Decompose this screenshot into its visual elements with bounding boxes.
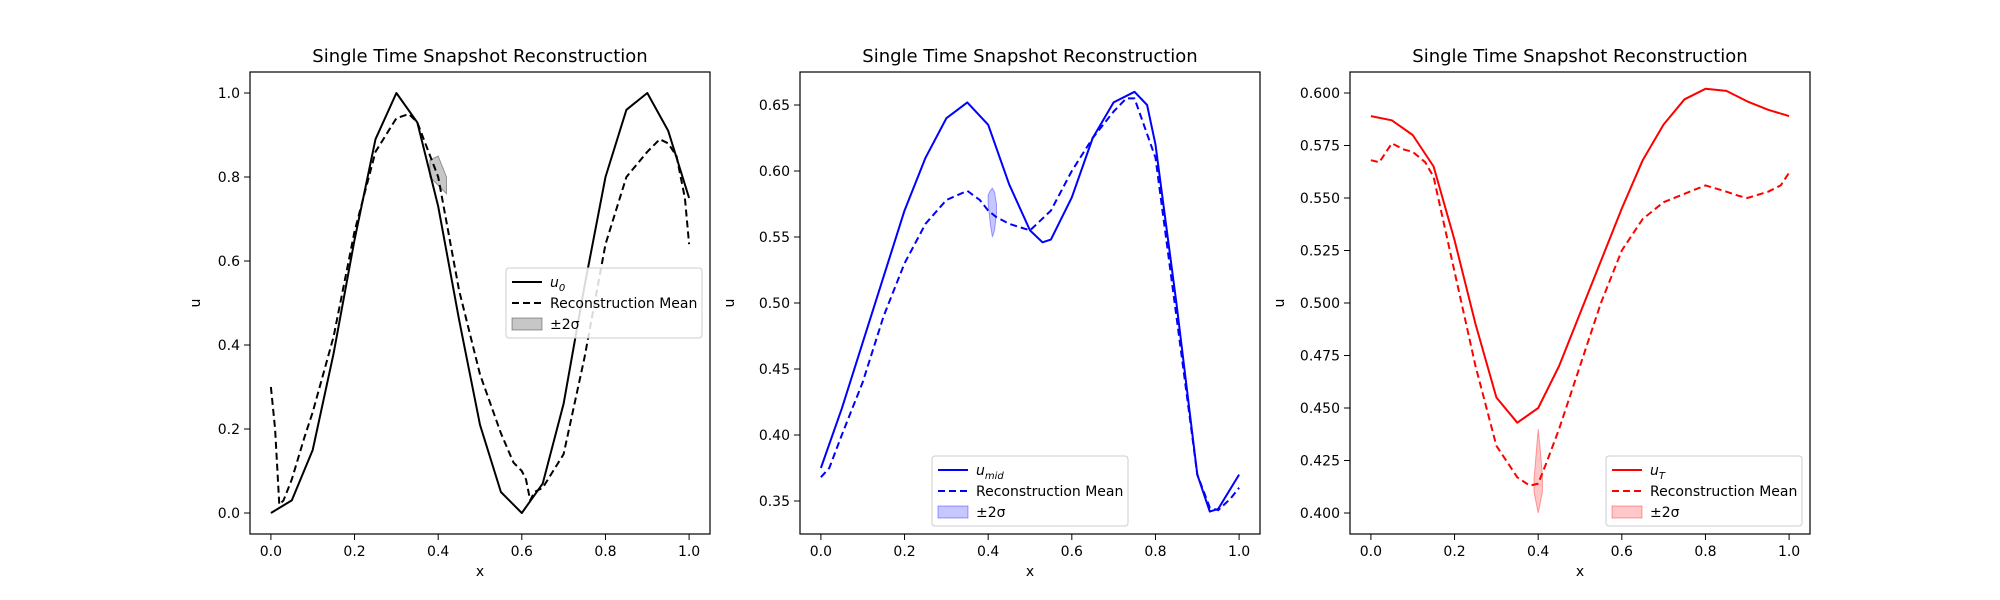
axes-frame [249,71,711,535]
true-series-line [1370,87,1790,424]
chart-title: Single Time Snapshot Reconstruction [312,46,647,67]
x-axis-label: x [476,564,484,580]
legend-box [505,267,703,339]
subplot-2: Single Time Snapshot Reconstruction 0.0 0.… [722,46,1261,580]
uncertainty-band [987,187,997,238]
legend-true-subscript: 0 [559,283,565,294]
chart-title: Single Time Snapshot Reconstruction [862,46,1197,67]
x-tick-label: 0.8 [594,544,616,560]
y-tick-label: 0.45 [759,362,790,378]
x-tick-label: 0.0 [1360,544,1382,560]
reconstruction-mean-line [820,97,1240,512]
y-tick-label: 0.500 [1300,296,1340,312]
y-tick-label: 0.475 [1300,349,1340,365]
y-tick-label: 0.600 [1300,86,1340,102]
x-tick-label: 0.4 [977,544,999,560]
x-tick-label: 0.6 [511,544,533,560]
legend-box [1605,455,1803,527]
y-tick-label: 0.55 [759,230,790,246]
x-tick-label: 0.6 [1061,544,1083,560]
y-axis-label: u [188,299,204,308]
y-tick-label: 0.35 [759,494,790,510]
legend-band-label: ±2σ [1650,505,1680,521]
legend-band-label: ±2σ [976,505,1006,521]
legend-band-swatch [937,505,969,519]
reconstruction-mean-line [269,113,691,506]
x-tick-label: 1.0 [678,544,700,560]
x-tick-label: 1.0 [1228,544,1250,560]
legend-band-label: ±2σ [550,317,580,333]
uncertainty-band [1533,428,1543,514]
x-tick-label: 0.0 [260,544,282,560]
subplot-1: Single Time Snapshot Reconstruction 0.0 0.… [188,46,711,580]
x-axis-label: x [1026,564,1034,580]
x-tick-label: 1.0 [1778,544,1800,560]
legend-box [931,455,1129,527]
x-tick-label: 0.4 [427,544,449,560]
legend-band-swatch [511,317,543,331]
x-tick-label: 0.2 [893,544,915,560]
reconstruction-mean-line [1370,142,1790,487]
true-series-line [270,92,691,514]
x-axis-label: x [1576,564,1584,580]
y-tick-label: 0.60 [759,164,790,180]
legend-true-subscript: T [1659,471,1666,482]
y-tick-label: 0.6 [218,254,240,270]
x-tick-label: 0.8 [1144,544,1166,560]
y-tick-label: 0.0 [218,506,240,522]
x-tick-label: 0.2 [343,544,365,560]
legend-mean-label: Reconstruction Mean [976,484,1123,500]
y-axis-label: u [722,299,738,308]
y-tick-label: 0.400 [1300,506,1340,522]
x-tick-label: 0.0 [810,544,832,560]
y-tick-label: 0.525 [1300,244,1340,260]
x-tick-label: 0.2 [1443,544,1465,560]
subplot-3: Single Time Snapshot Reconstruction 0.0 0.… [1272,46,1811,580]
y-tick-label: 1.0 [218,86,240,102]
legend-true-subscript: mid [985,471,1005,482]
y-tick-label: 0.8 [218,170,240,186]
x-tick-label: 0.8 [1694,544,1716,560]
true-series-line [819,90,1240,513]
y-tick-label: 0.2 [218,422,240,438]
chart-title: Single Time Snapshot Reconstruction [1412,46,1747,67]
x-tick-label: 0.6 [1611,544,1633,560]
y-tick-label: 0.50 [759,296,790,312]
y-tick-label: 0.450 [1300,401,1340,417]
y-tick-label: 0.575 [1300,139,1340,155]
legend-band-swatch [1611,505,1643,519]
legend-mean-label: Reconstruction Mean [1650,484,1797,500]
y-tick-label: 0.40 [759,428,790,444]
y-tick-label: 0.550 [1300,191,1340,207]
x-tick-label: 0.4 [1527,544,1549,560]
y-tick-label: 0.425 [1300,454,1340,470]
legend-mean-label: Reconstruction Mean [550,296,697,312]
y-tick-label: 0.4 [218,338,240,354]
y-tick-label: 0.65 [759,98,790,114]
y-axis-label: u [1272,299,1288,308]
